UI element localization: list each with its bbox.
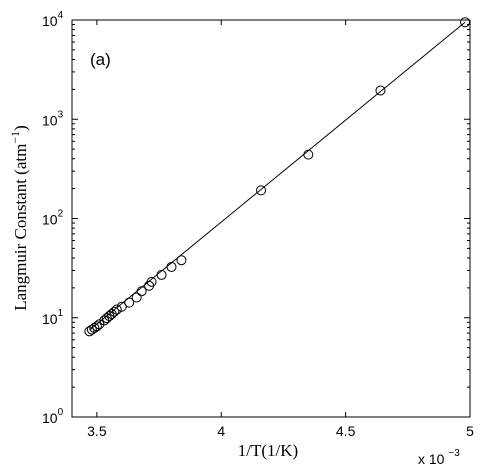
data-points [84,17,471,337]
x-tick-label: 4.5 [336,423,356,439]
data-point [375,85,386,96]
panel-label: (a) [90,50,111,69]
y-label-exponent: −1 [8,131,22,144]
data-point [166,261,177,272]
y-label-close: ) [11,125,30,131]
data-point [86,324,97,335]
data-point [156,269,167,280]
data-point [111,304,122,315]
x-axis-multiplier: x 10 −3 [418,448,460,467]
data-point [84,326,95,337]
y-tick-label: 102 [42,209,64,228]
x-tick-label: 5 [466,423,474,439]
x-multiplier-base: x 10 [418,451,445,467]
y-label-main: Langmuir Constant (atm [11,144,30,311]
data-point [136,286,147,297]
y-tick-label: 101 [42,308,64,327]
x-axis-label: 1/T(1/K) [238,441,298,460]
data-point [116,301,127,312]
data-point [89,322,100,333]
data-point [303,149,314,160]
data-point [256,185,267,196]
data-point [176,255,187,266]
data-point [124,297,135,308]
data-point [91,321,102,332]
data-point [146,276,157,287]
x-tick-label: 3.5 [87,423,107,439]
y-tick-label: 104 [42,10,64,29]
y-tick-label: 103 [42,109,64,128]
data-point [131,292,142,303]
data-point [94,319,105,330]
fit-line [89,21,466,331]
y-axis-label: Langmuir Constant (atm−1) [8,125,30,311]
x-tick-label: 4 [217,423,225,439]
y-axis-ticks: 100 101 102 103 104 [42,10,470,426]
data-point [109,306,120,317]
plot-area-frame [71,19,471,418]
x-axis-ticks: 3.5 4 4.5 5 [87,20,474,439]
x-multiplier-exponent: −3 [448,448,460,459]
y-tick-label: 100 [42,407,64,426]
